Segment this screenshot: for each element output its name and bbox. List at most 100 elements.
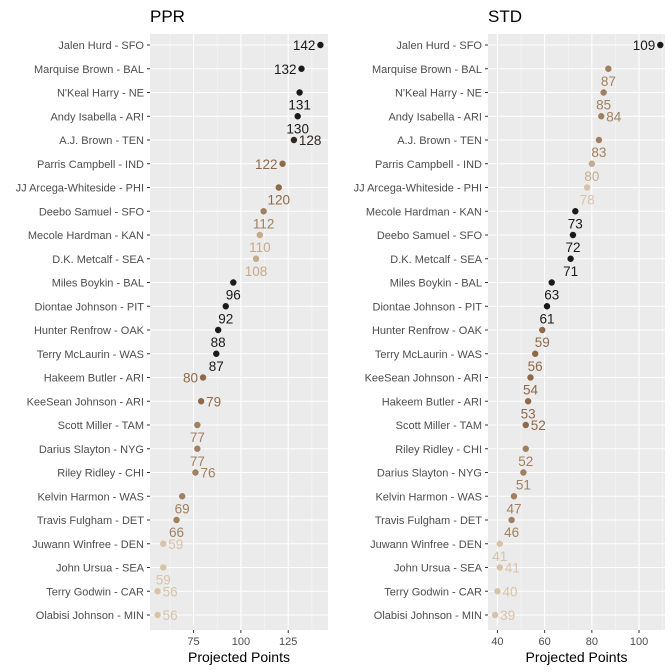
data-point	[595, 136, 603, 144]
x-tick-label: 100	[630, 636, 648, 648]
y-tick-label: Deebo Samuel - SFO	[39, 206, 145, 218]
data-point	[214, 326, 222, 334]
data-label: 56	[163, 608, 178, 623]
data-point	[256, 231, 264, 239]
data-point	[173, 516, 180, 524]
y-tick-label: Travis Fulgham - DET	[37, 515, 144, 527]
y-tick-label: KeeSean Johnson - ARI	[27, 396, 144, 408]
data-label: 87	[601, 74, 616, 89]
y-tick-label: KeeSean Johnson - ARI	[365, 373, 482, 385]
y-tick-label: Terry Godwin - CAR	[46, 586, 144, 598]
y-tick-label: Deebo Samuel - SFO	[377, 230, 483, 242]
data-label: 80	[183, 371, 198, 386]
y-tick-label: John Ursua - SEA	[394, 563, 483, 575]
data-point	[279, 160, 286, 167]
data-point	[520, 469, 527, 476]
y-tick-label: Hakeem Butler - ARI	[44, 373, 144, 385]
y-tick-label: Marquise Brown - BAL	[372, 64, 482, 76]
y-tick-label: Diontae Johnson - PIT	[373, 301, 483, 313]
data-point	[522, 445, 529, 452]
data-label: 84	[606, 109, 622, 124]
y-tick-label: Jalen Hurd - SFO	[396, 40, 482, 52]
data-label: 76	[200, 466, 215, 481]
y-tick-label: JJ Arcega-Whiteside - PHI	[354, 183, 482, 195]
panel-title: PPR	[150, 7, 185, 26]
data-label: 71	[563, 264, 578, 279]
y-tick-label: Mecole Hardman - KAN	[28, 230, 144, 242]
data-label: 131	[288, 98, 311, 113]
y-tick-label: Riley Ridley - CHI	[395, 444, 482, 456]
data-label: 132	[274, 62, 297, 77]
x-axis-title: Projected Points	[188, 649, 290, 665]
y-tick-label: Darius Slayton - NYG	[39, 444, 144, 456]
x-tick-label: 80	[586, 636, 598, 648]
data-point	[524, 398, 532, 405]
data-label: 96	[226, 288, 241, 303]
data-label: 56	[163, 584, 178, 599]
data-point	[290, 136, 298, 144]
data-label: 72	[565, 240, 580, 255]
panel-background	[488, 34, 665, 630]
x-tick-label: 125	[279, 636, 297, 648]
y-tick-label: Parris Campbell - IND	[375, 159, 482, 171]
y-tick-label: Travis Fulgham - DET	[375, 515, 482, 527]
data-label: 53	[521, 406, 536, 421]
data-label: 47	[506, 501, 521, 516]
data-label: 128	[299, 133, 322, 148]
data-label: 109	[633, 38, 656, 53]
data-point	[275, 184, 282, 191]
y-tick-label: Mecole Hardman - KAN	[366, 206, 482, 218]
data-point	[160, 540, 167, 547]
data-label: 142	[293, 38, 316, 53]
y-tick-label: D.K. Metcalf - SEA	[52, 254, 144, 266]
x-tick-label: 100	[232, 636, 250, 648]
y-tick-label: Terry McLaurin - WAS	[375, 349, 482, 361]
x-tick-label: 75	[187, 636, 199, 648]
y-tick-label: Kelvin Harmon - WAS	[37, 491, 144, 503]
data-label: 52	[531, 418, 546, 433]
data-point	[567, 255, 574, 262]
data-point	[657, 41, 664, 49]
y-tick-label: Miles Boykin - BAL	[390, 278, 482, 290]
data-label: 110	[249, 240, 271, 255]
data-point	[508, 516, 515, 524]
y-tick-label: Hunter Renfrow - OAK	[34, 325, 145, 337]
data-point	[572, 208, 579, 215]
y-tick-label: Darius Slayton - NYG	[377, 468, 482, 480]
data-point	[252, 255, 260, 262]
panel-title: STD	[488, 7, 522, 26]
y-tick-label: Juwann Winfree - DEN	[370, 539, 482, 551]
data-label: 39	[500, 608, 515, 623]
y-tick-label: Andy Isabella - ARI	[50, 111, 144, 123]
data-point	[294, 113, 301, 120]
data-label: 46	[504, 525, 519, 540]
y-tick-label: Hakeem Butler - ARI	[382, 396, 482, 408]
data-point	[199, 374, 207, 381]
data-point	[510, 493, 518, 500]
data-point	[543, 303, 551, 310]
y-tick-label: N'Keal Harry - NE	[395, 88, 482, 100]
data-point	[548, 279, 555, 286]
data-label: 80	[584, 169, 599, 184]
data-point	[598, 113, 605, 120]
data-label: 77	[190, 430, 205, 445]
data-label: 59	[156, 573, 171, 588]
y-tick-label: Olabisi Johnson - MIN	[374, 610, 482, 622]
data-point	[194, 421, 201, 429]
data-point	[532, 350, 539, 357]
data-label: 88	[211, 335, 226, 350]
y-tick-label: Scott Miller - TAM	[58, 420, 144, 432]
data-point	[160, 564, 167, 571]
data-point	[230, 279, 237, 286]
y-tick-label: Kelvin Harmon - WAS	[375, 491, 482, 503]
data-point	[213, 350, 220, 357]
y-tick-label: D.K. Metcalf - SEA	[390, 254, 482, 266]
data-label: 120	[268, 193, 291, 208]
data-label: 92	[218, 311, 233, 326]
data-label: 63	[544, 288, 559, 303]
data-label: 108	[245, 264, 268, 279]
data-label: 66	[169, 525, 184, 540]
x-axis-title: Projected Points	[526, 649, 628, 665]
data-point	[605, 65, 612, 72]
